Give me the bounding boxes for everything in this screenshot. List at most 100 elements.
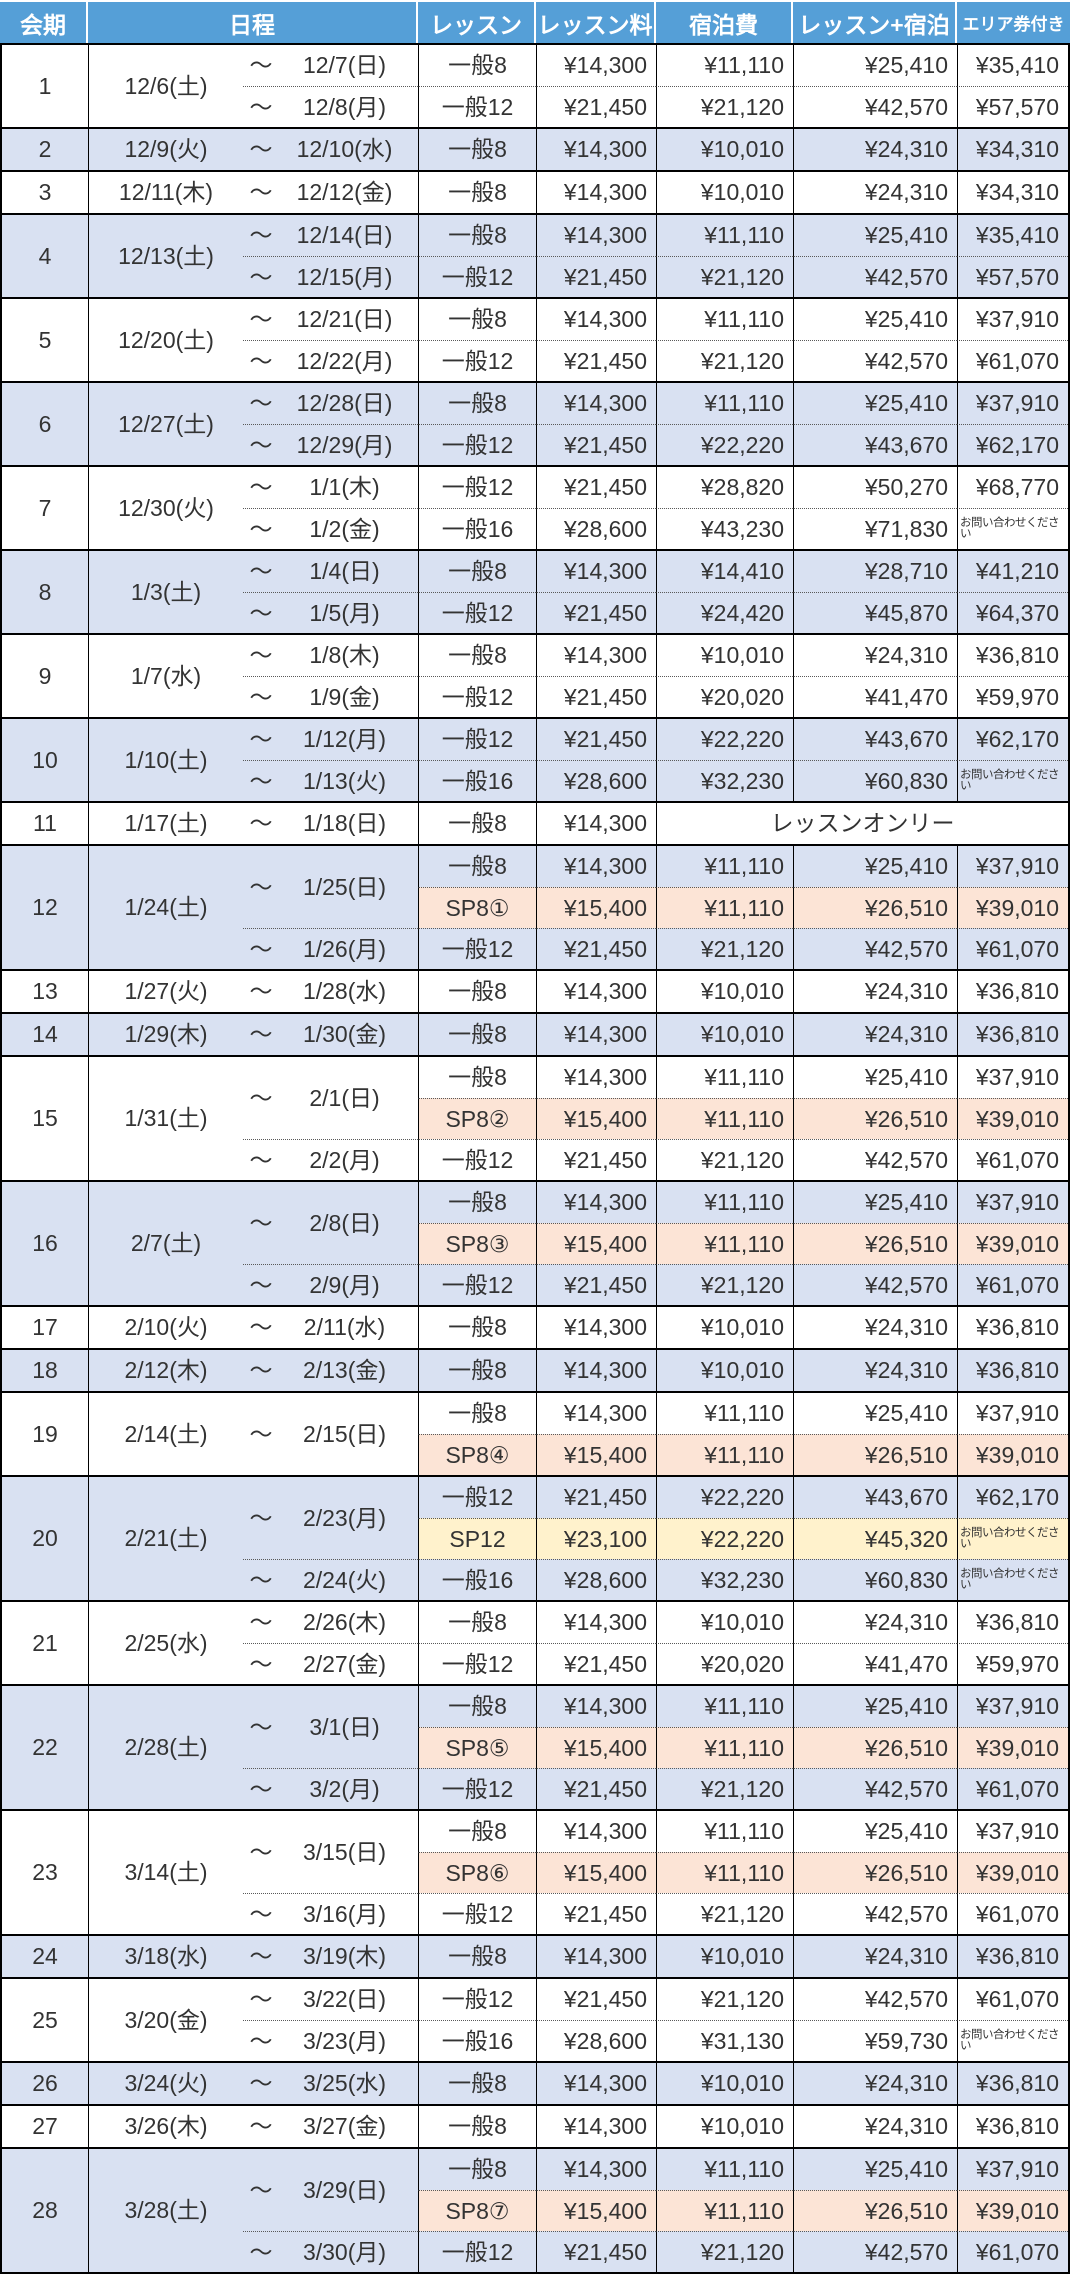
area-ticket-contact-note: お問い合わせください bbox=[957, 1518, 1068, 1559]
lesson-cell: 一般12 bbox=[418, 676, 536, 717]
start-date-cell: 12/27(土) bbox=[88, 383, 243, 465]
area-ticket-price-cell: ¥68,770 bbox=[957, 467, 1068, 508]
header-cell-lesson-fee: レッスン料 bbox=[536, 2, 656, 43]
lesson-cell: SP8⑦ bbox=[418, 2190, 536, 2231]
session-number-cell: 21 bbox=[32, 1629, 58, 1656]
tilde-separator: ～ bbox=[249, 767, 273, 794]
total-fee-cell: ¥41,470 bbox=[793, 1643, 957, 1684]
lesson-fee-cell: ¥15,400 bbox=[536, 1223, 656, 1264]
tilde-separator: ～ bbox=[249, 431, 273, 458]
total-fee-cell: ¥25,410 bbox=[793, 1393, 957, 1434]
tilde-separator: ～ bbox=[249, 599, 273, 626]
tilde-separator: ～ bbox=[249, 1146, 273, 1173]
lodging-fee-cell: ¥21,120 bbox=[656, 340, 793, 381]
lesson-cell: 一般12 bbox=[418, 467, 536, 508]
lesson-fee-cell: ¥14,300 bbox=[536, 551, 656, 592]
lodging-fee-cell: ¥32,230 bbox=[656, 760, 793, 801]
session-number-cell: 23 bbox=[32, 1859, 58, 1885]
session-number-cell: 9 bbox=[38, 662, 52, 689]
lesson-fee-cell: ¥14,300 bbox=[536, 45, 656, 86]
lodging-fee-cell: ¥21,120 bbox=[656, 86, 793, 127]
tilde-separator: ～ bbox=[249, 1838, 273, 1865]
lesson-cell: SP8② bbox=[418, 1098, 536, 1139]
lesson-fee-cell: ¥21,450 bbox=[536, 424, 656, 465]
tilde-separator: ～ bbox=[249, 515, 273, 542]
end-date-cell: ～ 1/2(金) bbox=[243, 508, 418, 549]
session-number-cell: 11 bbox=[33, 810, 57, 836]
session-row-group: 25 3/20(金) ～ 3/22(日) 一般12 ¥21,450 ¥21,120 ¥42,5… bbox=[2, 1977, 1068, 2061]
area-ticket-price-cell: ¥34,310 bbox=[957, 129, 1068, 170]
end-date-text: 12/29(月) bbox=[296, 431, 393, 458]
tilde-separator: ～ bbox=[249, 1504, 273, 1531]
lodging-fee-cell: ¥21,120 bbox=[656, 928, 793, 969]
total-fee-cell: ¥60,830 bbox=[793, 760, 957, 801]
total-fee-cell: ¥25,410 bbox=[793, 1686, 957, 1727]
total-fee-cell: ¥25,410 bbox=[793, 2149, 957, 2190]
start-date-cell: 2/28(土) bbox=[88, 1686, 243, 1809]
lodging-fee-cell: ¥10,010 bbox=[656, 172, 793, 213]
lodging-fee-cell: ¥11,110 bbox=[656, 1811, 793, 1852]
lesson-fee-cell: ¥28,600 bbox=[536, 2020, 656, 2061]
start-date-cell: 2/25(水) bbox=[88, 1602, 243, 1684]
session-row-group: 17 2/10(火) ～ 2/11(水) 一般8 ¥14,300 ¥10,010 ¥24,31… bbox=[2, 1305, 1068, 1348]
start-date-cell: 2/21(土) bbox=[88, 1477, 243, 1600]
lesson-fee-cell: ¥14,300 bbox=[536, 803, 656, 844]
start-date-cell: 2/10(火) bbox=[88, 1307, 243, 1348]
lesson-cell: 一般12 bbox=[418, 1264, 536, 1305]
end-date-cell: ～ 1/30(金) bbox=[243, 1014, 418, 1055]
total-fee-cell: ¥26,510 bbox=[793, 1223, 957, 1264]
end-date-text: 1/9(金) bbox=[309, 683, 380, 710]
area-ticket-price-cell: ¥39,010 bbox=[957, 1434, 1068, 1475]
lesson-cell: 一般8 bbox=[418, 1182, 536, 1223]
area-ticket-price-cell: ¥36,810 bbox=[957, 1602, 1068, 1643]
area-ticket-price-cell: ¥61,070 bbox=[957, 340, 1068, 381]
area-ticket-price-cell: ¥39,010 bbox=[957, 2190, 1068, 2231]
lesson-cell: 一般12 bbox=[418, 424, 536, 465]
header-cell-area-ticket: エリア券付き bbox=[957, 2, 1070, 43]
lodging-fee-cell: ¥20,020 bbox=[656, 676, 793, 717]
area-ticket-contact-note: お問い合わせください bbox=[957, 2020, 1068, 2061]
lesson-fee-cell: ¥14,300 bbox=[536, 846, 656, 887]
lesson-cell: SP8⑥ bbox=[418, 1852, 536, 1893]
area-ticket-price-cell: ¥62,170 bbox=[957, 1477, 1068, 1518]
lesson-cell: 一般12 bbox=[418, 256, 536, 297]
lesson-fee-cell: ¥28,600 bbox=[536, 760, 656, 801]
lodging-fee-cell: ¥10,010 bbox=[656, 129, 793, 170]
end-date-text: 3/29(日) bbox=[302, 2176, 387, 2203]
session-number-cell: 3 bbox=[38, 179, 52, 205]
tilde-separator: ～ bbox=[249, 683, 273, 710]
tilde-separator: ～ bbox=[249, 642, 273, 668]
lesson-cell: 一般8 bbox=[418, 2149, 536, 2190]
session-number-cell: 14 bbox=[32, 1021, 58, 1047]
lesson-cell: 一般8 bbox=[418, 45, 536, 86]
end-date-text: 2/13(金) bbox=[302, 1357, 387, 1383]
area-ticket-price-cell: ¥39,010 bbox=[957, 1223, 1068, 1264]
area-ticket-price-cell: ¥59,970 bbox=[957, 1643, 1068, 1684]
lesson-cell: 一般12 bbox=[418, 1477, 536, 1518]
end-date-text: 1/2(金) bbox=[309, 515, 380, 542]
lesson-cell: 一般16 bbox=[418, 508, 536, 549]
end-date-cell: ～ 1/4(日) bbox=[243, 551, 418, 592]
lesson-cell: 一般12 bbox=[418, 1768, 536, 1809]
end-date-text: 3/16(月) bbox=[302, 1900, 387, 1927]
start-date-cell: 3/18(水) bbox=[88, 1936, 243, 1977]
area-ticket-contact-note: お問い合わせください bbox=[957, 508, 1068, 549]
table-header-row: 会期 日程 レッスン レッスン料 宿泊費 レッスン+宿泊 エリア券付き bbox=[0, 2, 1070, 43]
lodging-fee-cell: ¥11,110 bbox=[656, 1727, 793, 1768]
session-number-cell: 17 bbox=[32, 1314, 58, 1340]
start-date-cell: 3/14(土) bbox=[88, 1811, 243, 1934]
lesson-cell: 一般8 bbox=[418, 383, 536, 424]
tilde-separator: ～ bbox=[249, 136, 273, 162]
end-date-cell: ～ 3/2(月) bbox=[243, 1768, 418, 1809]
lesson-cell: 一般8 bbox=[418, 846, 536, 887]
lesson-cell: 一般12 bbox=[418, 1979, 536, 2020]
lodging-fee-cell: ¥21,120 bbox=[656, 1264, 793, 1305]
end-date-cell: ～ 2/8(日) bbox=[243, 1182, 418, 1264]
tilde-separator: ～ bbox=[249, 2027, 273, 2054]
end-date-text: 2/11(水) bbox=[303, 1314, 386, 1340]
lesson-cell: 一般12 bbox=[418, 592, 536, 633]
end-date-text: 2/8(日) bbox=[309, 1209, 380, 1236]
total-fee-cell: ¥26,510 bbox=[793, 887, 957, 928]
lesson-fee-cell: ¥21,450 bbox=[536, 1477, 656, 1518]
end-date-cell: ～ 1/12(月) bbox=[243, 719, 418, 760]
